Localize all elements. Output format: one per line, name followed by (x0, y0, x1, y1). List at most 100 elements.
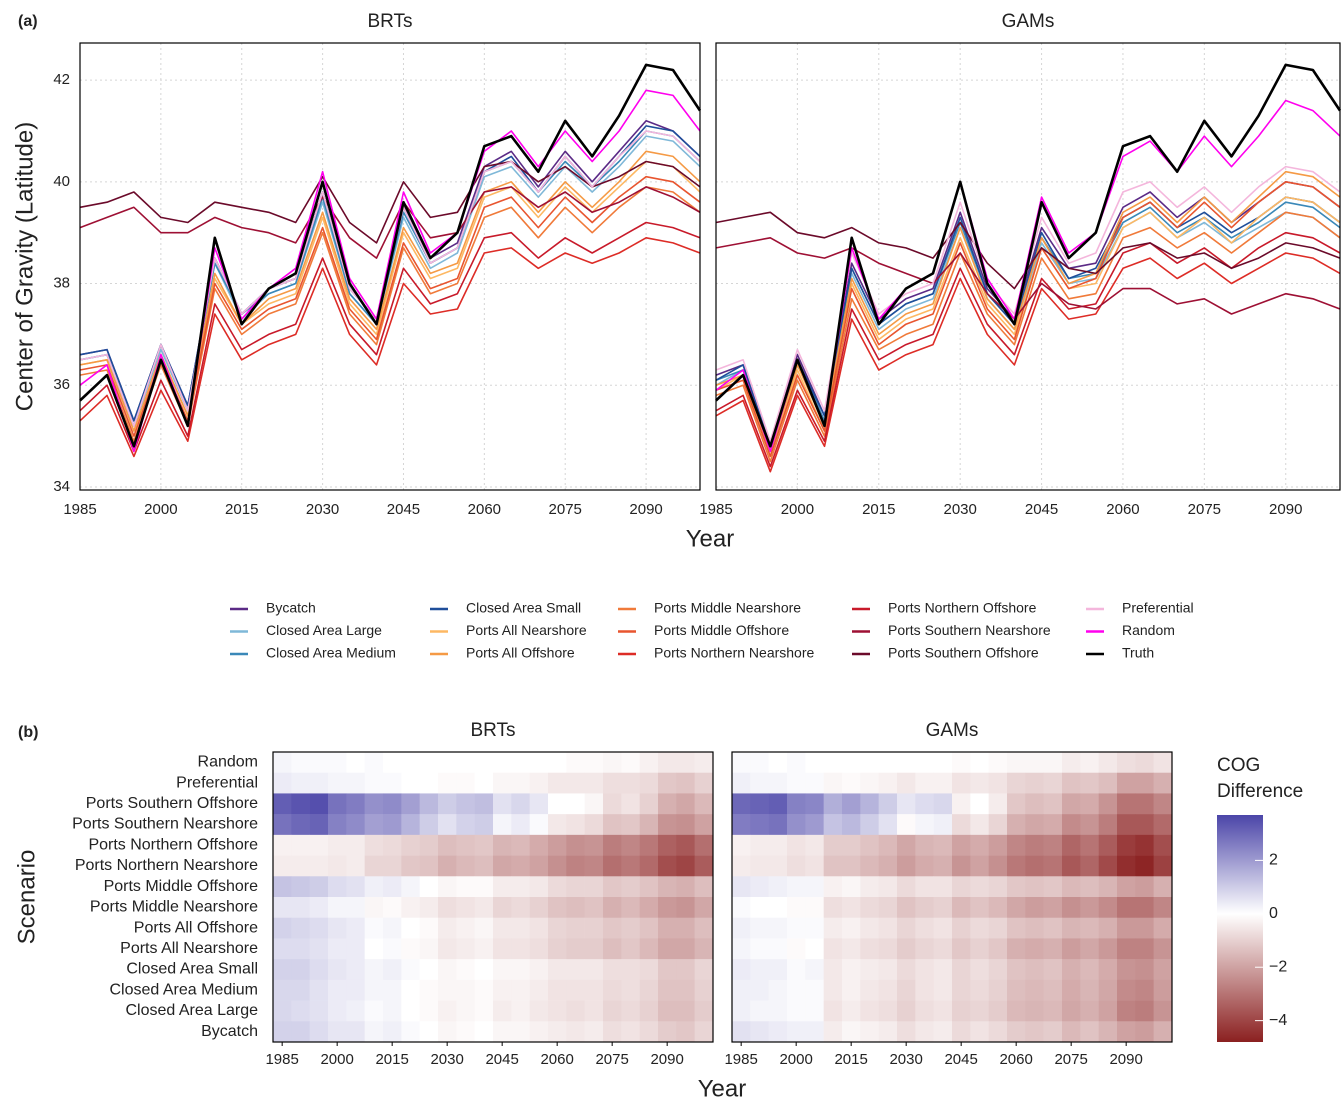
heat-cell (988, 876, 1008, 898)
x-tick-label: 2090 (1109, 1051, 1142, 1068)
heat-cell (383, 793, 402, 815)
heat-cell (1117, 1021, 1136, 1043)
heat-cell (584, 752, 604, 774)
heat-cell (603, 834, 622, 856)
heat-cell (1025, 752, 1044, 774)
x-tick-label: 2015 (375, 1051, 408, 1068)
heat-cell (364, 1021, 384, 1043)
heat-cell (1025, 814, 1044, 836)
heat-cell (970, 979, 989, 1001)
row-label: Preferential (176, 774, 258, 791)
heat-cell (584, 1000, 604, 1022)
heat-cell (621, 752, 640, 774)
heat-cell (823, 752, 843, 774)
heat-cell (805, 938, 824, 960)
heat-cell (529, 752, 549, 774)
heat-cell (346, 793, 365, 815)
heat-cell (474, 979, 494, 1001)
heat-cell (933, 1000, 953, 1022)
heat-cell (438, 979, 457, 1001)
heat-cell (676, 938, 695, 960)
heat-cell (493, 917, 512, 939)
heat-cell (603, 1000, 622, 1022)
heat-cell (1098, 814, 1118, 836)
heat-cell (787, 855, 806, 877)
legend-label: Ports Middle Offshore (654, 622, 789, 638)
heat-cell (529, 855, 549, 877)
heat-cell (529, 959, 549, 981)
heat-cell (970, 938, 989, 960)
heat-cell (750, 834, 769, 856)
heat-cell (309, 959, 329, 981)
heat-cell (860, 959, 879, 981)
heat-cell (529, 793, 549, 815)
heat-cell (823, 793, 843, 815)
heat-cell (419, 979, 439, 1001)
heat-cell (1135, 917, 1154, 939)
heat-cell (897, 917, 916, 939)
heat-cell (273, 814, 292, 836)
y-axis-label: Center of Gravity (Latitude) (11, 122, 38, 411)
x-tick-label: 2015 (834, 1051, 867, 1068)
series-line (79, 150, 701, 432)
heat-cell (1043, 979, 1063, 1001)
heat-cell (1043, 938, 1063, 960)
heat-cell (1135, 876, 1154, 898)
heat-cell (1025, 938, 1044, 960)
heat-cell (456, 1021, 475, 1043)
heat-cell (493, 834, 512, 856)
heat-cell (732, 1021, 751, 1043)
heat-cell (1117, 772, 1136, 794)
heat-cell (1043, 834, 1063, 856)
heat-cell (291, 917, 310, 939)
heat-cell (694, 814, 714, 836)
heat-cell (548, 772, 567, 794)
heat-cell (732, 979, 751, 1001)
heat-cell (658, 917, 677, 939)
heat-cell (419, 834, 439, 856)
x-tick-label: 1985 (265, 1051, 298, 1068)
x-tick-label: 2000 (781, 501, 814, 518)
row-label: Random (198, 754, 258, 771)
heat-cell (639, 752, 659, 774)
heat-cell (787, 897, 806, 919)
heat-cell (805, 752, 824, 774)
heat-cell (511, 1000, 530, 1022)
heat-cell (694, 855, 714, 877)
heat-cell (1117, 793, 1136, 815)
heat-cell (988, 793, 1008, 815)
x-tick-label: 2090 (629, 501, 662, 518)
heat-cell (584, 855, 604, 877)
heat-cell (860, 1021, 879, 1043)
heat-cell (1153, 876, 1173, 898)
x-tick-label: 1985 (699, 501, 732, 518)
heat-cell (1043, 897, 1063, 919)
heat-cell (566, 979, 585, 1001)
heat-cell (1135, 959, 1154, 981)
heat-cell (1098, 772, 1118, 794)
heat-cell (419, 1021, 439, 1043)
heat-cell (1007, 855, 1026, 877)
heat-cell (768, 793, 788, 815)
heat-cell (383, 834, 402, 856)
panel-label: (b) (18, 724, 38, 741)
heat-cell (805, 876, 824, 898)
heat-cell (970, 959, 989, 981)
heat-cell (1098, 752, 1118, 774)
heat-cell (511, 834, 530, 856)
heat-cell (1043, 793, 1063, 815)
heat-cell (273, 752, 292, 774)
heat-cell (750, 793, 769, 815)
heat-cell (401, 979, 420, 1001)
heat-cell (383, 876, 402, 898)
heat-cell (750, 855, 769, 877)
heat-cell (438, 814, 457, 836)
heat-cell (658, 876, 677, 898)
heat-cell (1135, 979, 1154, 1001)
heat-cell (273, 917, 292, 939)
heat-cell (988, 979, 1008, 1001)
x-axis-label: Year (686, 525, 735, 552)
x-tick-label: 2030 (430, 1051, 463, 1068)
heat-cell (511, 752, 530, 774)
heat-cell (474, 917, 494, 939)
